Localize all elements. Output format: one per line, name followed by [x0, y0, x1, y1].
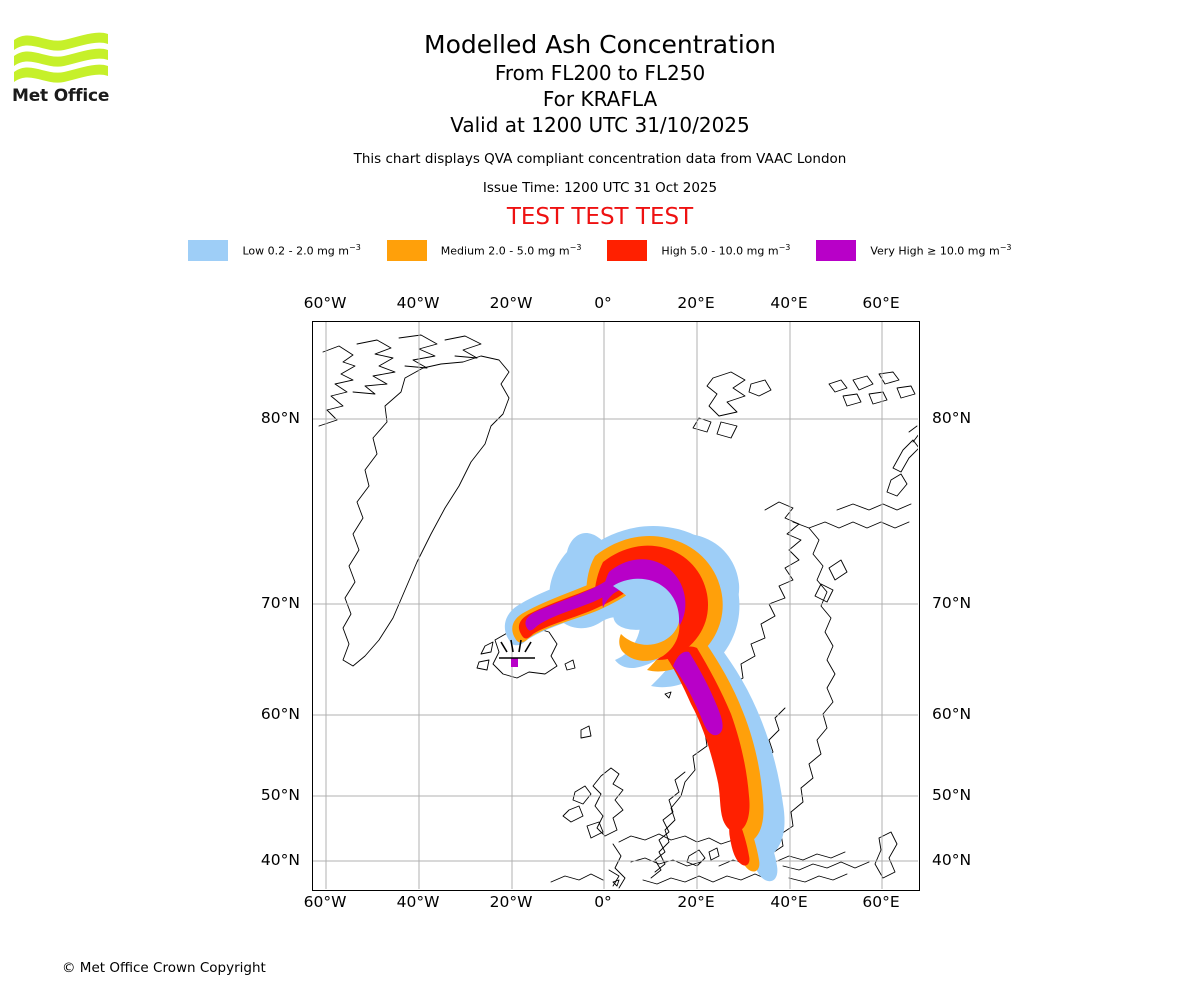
- volcano-source-marker: [499, 639, 535, 659]
- legend-swatch-low: [188, 240, 229, 261]
- title-volcano: For KRAFLA: [542, 87, 658, 111]
- x-tick-bottom-40E: 40°E: [770, 893, 808, 911]
- x-tick-top-60W: 60°W: [303, 294, 347, 312]
- legend-label-medium: Medium 2.0 - 5.0 mg m−3: [440, 243, 582, 258]
- met-office-waves-icon: [14, 32, 108, 83]
- x-tick-bottom-20W: 20°W: [489, 893, 533, 911]
- legend-swatch-very-high: [816, 240, 857, 261]
- map-canvas: [313, 322, 918, 889]
- legend-item-low: Low 0.2 - 2.0 mg m−3: [188, 240, 361, 261]
- y-tick-left-60N: 60°N: [260, 705, 300, 723]
- legend-label-low: Low 0.2 - 2.0 mg m−3: [242, 243, 361, 258]
- legend-swatch-high: [607, 240, 648, 261]
- y-tick-right-60N: 60°N: [932, 705, 972, 723]
- y-tick-right-40N: 40°N: [932, 851, 972, 869]
- y-tick-right-80N: 80°N: [932, 409, 972, 427]
- x-tick-top-40W: 40°W: [396, 294, 440, 312]
- qva-note: This chart displays QVA compliant concen…: [353, 151, 847, 167]
- legend-label-very-high: Very High ≥ 10.0 mg m−3: [870, 243, 1012, 258]
- test-banner: TEST TEST TEST: [506, 204, 694, 230]
- y-tick-left-40N: 40°N: [260, 851, 300, 869]
- legend-item-medium: Medium 2.0 - 5.0 mg m−3: [386, 240, 582, 261]
- chart-title-block: Modelled Ash Concentration From FL200 to…: [0, 0, 1200, 231]
- x-tick-bottom-60W: 60°W: [303, 893, 347, 911]
- y-tick-left-80N: 80°N: [260, 409, 300, 427]
- y-tick-left-70N: 70°N: [260, 594, 300, 612]
- met-office-wordmark: Met Office: [12, 86, 110, 106]
- legend-swatch-medium: [386, 240, 427, 261]
- x-tick-top-0: 0°: [594, 294, 612, 312]
- x-tick-top-60E: 60°E: [862, 294, 900, 312]
- title-valid-time: Valid at 1200 UTC 31/10/2025: [450, 113, 750, 137]
- x-tick-bottom-20E: 20°E: [677, 893, 715, 911]
- legend-item-very-high: Very High ≥ 10.0 mg m−3: [816, 240, 1012, 261]
- title-flight-levels: From FL200 to FL250: [494, 61, 706, 85]
- x-tick-bottom-40W: 40°W: [396, 893, 440, 911]
- plume-eye-inner-ring: [619, 622, 680, 661]
- map-frame: [312, 321, 920, 891]
- issue-time: Issue Time: 1200 UTC 31 Oct 2025: [482, 180, 718, 196]
- y-tick-right-50N: 50°N: [932, 786, 972, 804]
- copyright-notice: © Met Office Crown Copyright: [62, 960, 266, 976]
- ash-concentration-map: 60°W 40°W 20°W 0° 20°E 40°E 60°E 60°W 40…: [261, 294, 971, 911]
- concentration-legend: Low 0.2 - 2.0 mg m−3 Medium 2.0 - 5.0 mg…: [0, 240, 1200, 261]
- legend-item-high: High 5.0 - 10.0 mg m−3: [607, 240, 790, 261]
- page-title: Modelled Ash Concentration: [424, 30, 776, 59]
- x-tick-top-20E: 20°E: [677, 294, 715, 312]
- met-office-logo: Met Office: [12, 28, 122, 113]
- y-tick-right-70N: 70°N: [932, 594, 972, 612]
- x-tick-top-20W: 20°W: [489, 294, 533, 312]
- legend-label-high: High 5.0 - 10.0 mg m−3: [661, 243, 791, 258]
- x-tick-bottom-60E: 60°E: [862, 893, 900, 911]
- x-tick-bottom-0: 0°: [594, 893, 612, 911]
- ash-plume-layer: [499, 526, 785, 882]
- y-tick-left-50N: 50°N: [260, 786, 300, 804]
- x-tick-top-40E: 40°E: [770, 294, 808, 312]
